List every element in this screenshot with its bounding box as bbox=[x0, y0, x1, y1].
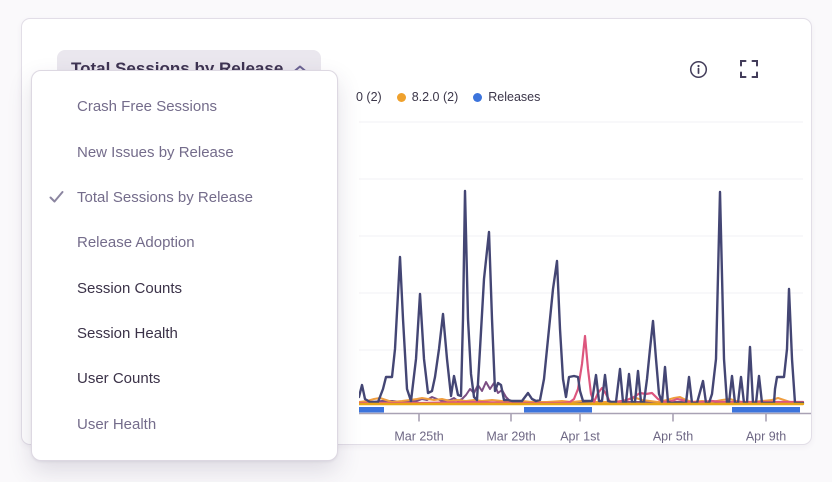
release-bar bbox=[732, 407, 800, 413]
chevron-up-icon bbox=[293, 65, 308, 73]
dropdown-item-session-counts[interactable]: Session Counts bbox=[32, 266, 337, 311]
dropdown-item-crash-free-sessions[interactable]: Crash Free Sessions bbox=[32, 84, 337, 129]
x-axis-label: Apr 9th bbox=[746, 430, 786, 444]
release-bar bbox=[524, 407, 592, 413]
dropdown-item-user-health[interactable]: User Health bbox=[32, 402, 337, 447]
legend-item-truncated[interactable]: 0 (2) bbox=[356, 90, 382, 104]
x-axis-label: Apr 1st bbox=[560, 430, 600, 444]
dropdown-item-user-counts[interactable]: User Counts bbox=[32, 356, 337, 401]
checkmark-icon bbox=[48, 189, 65, 206]
dropdown-item-label: Release Adoption bbox=[77, 234, 195, 252]
dropdown-item-label: Session Health bbox=[77, 325, 178, 343]
legend-dot-blue bbox=[473, 92, 483, 102]
x-axis-label: Mar 29th bbox=[486, 430, 535, 444]
chart-type-dropdown: Crash Free Sessions New Issues by Release… bbox=[31, 70, 338, 461]
dropdown-item-session-health[interactable]: Session Health bbox=[32, 311, 337, 356]
release-bar bbox=[359, 407, 384, 413]
dropdown-item-label: User Health bbox=[77, 415, 157, 433]
dropdown-item-label: User Counts bbox=[77, 370, 161, 388]
dropdown-item-label: Total Sessions by Release bbox=[77, 188, 253, 206]
dropdown-item-label: New Issues by Release bbox=[77, 143, 234, 161]
dropdown-item-label: Session Counts bbox=[77, 279, 183, 297]
x-axis-label: Mar 25th bbox=[394, 430, 443, 444]
dropdown-item-total-sessions-by-release[interactable]: Total Sessions by Release bbox=[32, 175, 337, 220]
sessions-chart[interactable]: Mar 25th Mar 29th Apr 1st Apr 5th Apr 9th bbox=[359, 114, 815, 454]
legend-item-releases[interactable]: Releases bbox=[473, 90, 540, 104]
legend-dot-orange bbox=[396, 92, 406, 102]
dropdown-item-new-issues-by-release[interactable]: New Issues by Release bbox=[32, 129, 337, 174]
card-header-actions bbox=[689, 60, 759, 79]
chart-legend: 0 (2) 8.2.0 (2) Releases bbox=[356, 88, 540, 106]
x-axis-label: Apr 5th bbox=[653, 430, 693, 444]
info-icon[interactable] bbox=[689, 60, 708, 79]
fullscreen-icon[interactable] bbox=[740, 60, 759, 79]
dropdown-item-label: Crash Free Sessions bbox=[77, 98, 218, 116]
legend-item-release[interactable]: 8.2.0 (2) bbox=[396, 90, 458, 104]
dropdown-item-release-adoption[interactable]: Release Adoption bbox=[32, 220, 337, 265]
